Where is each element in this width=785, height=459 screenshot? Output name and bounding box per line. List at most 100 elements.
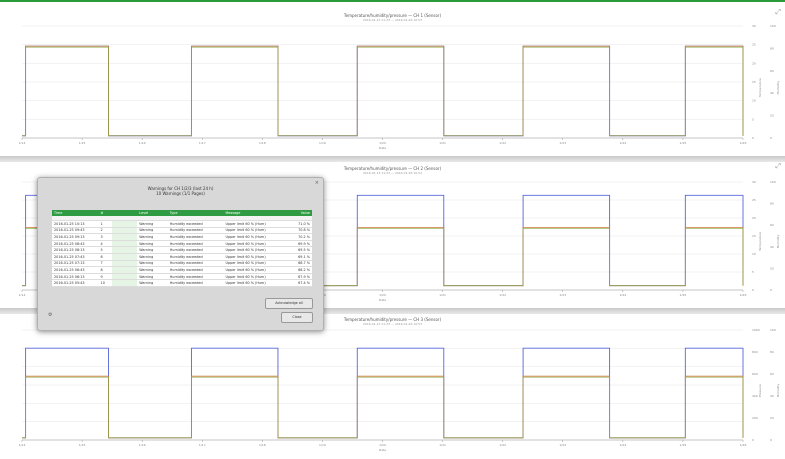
table-row[interactable]: 2016-01-25 06:43 8 Warning Humidity exceede…: [52, 266, 312, 274]
table-cell: 9: [98, 273, 112, 281]
y-axis-label-right: Humidity: [776, 383, 780, 397]
column-header[interactable]: Value: [285, 210, 312, 216]
y-tick-label-left: 5: [752, 270, 754, 274]
table-cell: Warning: [137, 266, 168, 274]
table-cell: Upper limit 60 % (Hum): [223, 220, 286, 228]
table-cell: 6: [98, 253, 112, 261]
table-row[interactable]: 2016-01-25 07:13 7 Warning Humidity exceede…: [52, 260, 312, 268]
x-tick-label: 1/21: [439, 141, 446, 145]
x-tick-label: 1/16: [139, 141, 146, 145]
close-button[interactable]: Close: [281, 312, 313, 323]
x-axis-label: Date: [379, 298, 386, 302]
column-header[interactable]: Type: [167, 210, 224, 216]
y-tick-label-left: 30: [752, 180, 756, 184]
table-cell: Warning: [137, 253, 168, 261]
table-row[interactable]: 2016-01-25 08:13 5 Warning Humidity exceede…: [52, 246, 312, 254]
y-tick-label-left: 800: [752, 350, 758, 354]
table-cell: Humidity exceeded: [167, 266, 224, 274]
column-header[interactable]: Time: [52, 210, 99, 216]
table-cell: 69.5 %: [285, 246, 312, 254]
chart-title: Temperature/humidity/pressure — CH 3 (Se…: [343, 317, 442, 322]
table-cell: 69.9 %: [285, 240, 312, 248]
x-tick-label: 1/17: [199, 141, 206, 145]
table-row[interactable]: 2016-01-25 07:43 6 Warning Humidity exceede…: [52, 253, 312, 261]
table-cell: [111, 273, 138, 281]
table-cell: 68.2 %: [285, 266, 312, 274]
close-icon[interactable]: ×: [314, 180, 319, 186]
y-tick-label-left: 0: [752, 288, 754, 292]
y-tick-label-right: 60: [770, 223, 774, 227]
table-cell: Upper limit 60 % (Hum): [223, 240, 286, 248]
table-cell: 3: [98, 233, 112, 241]
y-tick-label-left: 0: [752, 136, 754, 140]
chart-subtitle: 2016-01-13 11:23 — 2016-01-26 10:53: [363, 171, 422, 175]
chart-plot-3[interactable]: 1/14 1/15 1/16 1/17 1/18 1/19 1/20 1/21 1/22 1/23…: [0, 314, 785, 459]
table-cell: Humidity exceeded: [167, 273, 224, 281]
table-cell: 2016-01-25 06:43: [52, 266, 99, 274]
table-cell: Upper limit 60 % (Hum): [223, 273, 286, 281]
filter-row: [52, 216, 312, 221]
table-cell: [111, 266, 138, 274]
y-tick-label-left: 15: [752, 234, 756, 238]
y-axis-label-left: Pressure: [758, 384, 762, 397]
panel-divider: [0, 156, 785, 162]
chart-subtitle: 2016-01-13 11:23 — 2016-01-26 10:53: [363, 18, 422, 22]
dialog-subtitle-line: 10 Warnings (1/1 Pages): [156, 191, 205, 196]
y-tick-label-right: 100: [770, 24, 776, 28]
x-tick-label: 1/24: [619, 141, 626, 145]
table-cell: Humidity exceeded: [167, 240, 224, 248]
table-cell: [111, 246, 138, 254]
acknowledge-all-button[interactable]: Acknowledge all: [265, 298, 313, 309]
table-cell: Warning: [137, 240, 168, 248]
table-cell: Humidity exceeded: [167, 220, 224, 228]
chart-title: Temperature/humidity/pressure — CH 2 (Se…: [343, 166, 442, 171]
table-cell: [111, 253, 138, 261]
x-tick-label: 1/15: [79, 443, 86, 447]
y-axis-label-right: Humidity: [776, 81, 780, 95]
table-cell: Warning: [137, 279, 168, 287]
y-tick-label-right: 20: [770, 266, 774, 270]
x-tick-label: 1/19: [319, 141, 326, 145]
column-header[interactable]: #: [98, 210, 112, 216]
series-line-temperature: [22, 375, 744, 439]
table-cell: 2016-01-25 08:13: [52, 246, 99, 254]
table-row[interactable]: 2016-01-25 09:43 2 Warning Humidity exceede…: [52, 227, 312, 235]
table-row[interactable]: 2016-01-25 05:43 10 Warning Humidity exceed…: [52, 279, 312, 287]
x-tick-label: 1/24: [619, 443, 626, 447]
y-tick-label-right: 0: [770, 136, 772, 140]
table-row[interactable]: 2016-01-25 08:43 4 Warning Humidity exceede…: [52, 240, 312, 248]
table-cell: 67.4 %: [285, 279, 312, 287]
table-cell: 2: [98, 227, 112, 235]
column-header[interactable]: [111, 210, 138, 216]
x-tick-label: 1/20: [379, 293, 386, 297]
x-tick-label: 1/14: [19, 443, 26, 447]
settings-icon[interactable]: ⚙: [48, 312, 53, 318]
y-tick-label-right: 0: [770, 288, 772, 292]
table-cell: 2016-01-25 08:43: [52, 240, 99, 248]
table-row[interactable]: 2016-01-25 10:13 1 Warning Humidity exceede…: [52, 220, 312, 228]
table-cell: 8: [98, 266, 112, 274]
x-axis-label: Date: [379, 146, 386, 150]
y-tick-label-right: 20: [770, 416, 774, 420]
table-row[interactable]: 2016-01-25 06:13 9 Warning Humidity exceede…: [52, 273, 312, 281]
x-tick-label: 1/24: [619, 293, 626, 297]
table-row[interactable]: 2016-01-25 09:13 3 Warning Humidity exceede…: [52, 233, 312, 241]
expand-icon[interactable]: ⤢: [775, 162, 781, 170]
table-cell: Upper limit 60 % (Hum): [223, 246, 286, 254]
column-header[interactable]: Message: [223, 210, 286, 216]
expand-icon[interactable]: ⤢: [775, 8, 781, 16]
y-tick-label-left: 1000: [752, 328, 760, 332]
table-cell: Warning: [137, 220, 168, 228]
table-cell: Humidity exceeded: [167, 246, 224, 254]
table-cell: 2016-01-25 07:13: [52, 260, 99, 268]
chart-plot-1[interactable]: 1/14 1/15 1/16 1/17 1/18 1/19 1/20 1/21 1/22 1/23…: [0, 8, 785, 156]
table-cell: Humidity exceeded: [167, 260, 224, 268]
x-tick-label: 1/17: [199, 443, 206, 447]
warnings-table: Time # Level Type Message Value 2016-01-…: [52, 210, 312, 287]
y-tick-label-left: 0: [752, 438, 754, 442]
column-header[interactable]: Level: [137, 210, 168, 216]
table-cell: 4: [98, 240, 112, 248]
table-cell: 71.0 %: [285, 220, 312, 228]
table-cell: Warning: [137, 233, 168, 241]
x-tick-label: 1/21: [439, 443, 446, 447]
